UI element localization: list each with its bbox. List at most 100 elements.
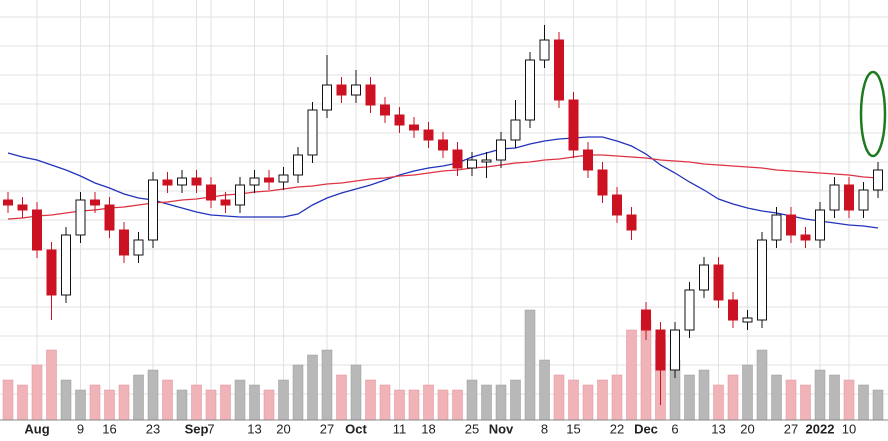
candle-layer: [3, 25, 883, 405]
candle-body: [554, 39, 564, 101]
candle-body: [322, 84, 332, 111]
x-tick-label: 13: [711, 421, 725, 436]
volume-bar: [75, 389, 86, 421]
volume-bar: [466, 379, 478, 421]
volume-bar: [437, 389, 449, 421]
volume-bar: [510, 379, 521, 421]
volume-bar: [336, 374, 347, 421]
candle-body: [90, 199, 100, 206]
candle-body: [728, 299, 738, 321]
candle-body: [684, 289, 695, 331]
candle-body: [423, 129, 434, 141]
candle-body: [670, 329, 680, 371]
volume-bar: [800, 384, 811, 421]
candle-body: [365, 84, 376, 106]
candle-body: [510, 119, 521, 141]
candle-body: [438, 139, 448, 151]
x-tick-label: Aug: [24, 421, 49, 436]
candle-body: [133, 239, 144, 256]
volume-bar: [582, 384, 594, 421]
x-tick-label: 18: [421, 421, 435, 436]
candle-body: [655, 329, 666, 371]
volume-bar: [495, 384, 507, 421]
volume-bar: [872, 389, 884, 421]
candle-body: [3, 199, 13, 206]
volume-bar: [2, 379, 14, 421]
x-tick-label: 27: [320, 421, 334, 436]
volume-bar: [394, 389, 405, 421]
candle-body: [844, 184, 854, 211]
candle-body: [626, 214, 637, 231]
x-tick-label: 25: [465, 421, 479, 436]
x-tick-label: 2022: [806, 421, 835, 436]
x-tick-label: Oct: [345, 421, 367, 436]
candle-body: [380, 104, 390, 116]
candle-body: [771, 214, 782, 241]
candle-body: [104, 204, 115, 231]
volume-bar: [742, 364, 753, 421]
candle-body: [394, 114, 405, 126]
x-tick-label: 8: [541, 421, 548, 436]
candle-body: [249, 177, 260, 186]
candle-body: [597, 169, 608, 196]
x-tick-label: 9: [77, 421, 84, 436]
volume-bar: [191, 384, 202, 421]
x-tick-label: 20: [740, 421, 754, 436]
x-tick-label: Sep: [185, 421, 209, 436]
volume-bar: [481, 384, 492, 421]
volume-bar: [539, 359, 550, 421]
candle-body: [162, 179, 173, 186]
volume-bar: [234, 379, 246, 421]
volume-bar: [713, 384, 724, 421]
x-tick-label: 6: [671, 421, 678, 436]
candle-body: [786, 214, 796, 236]
candle-body: [873, 169, 883, 191]
candle-body: [452, 149, 463, 169]
volume-bar: [698, 369, 710, 421]
x-tick-label: 23: [146, 421, 160, 436]
x-tick-label: 7: [207, 421, 214, 436]
volume-bar: [423, 384, 434, 421]
volume-bar: [176, 389, 188, 421]
volume-bar: [524, 309, 536, 421]
candle-body: [858, 189, 869, 211]
candle-body: [336, 84, 347, 96]
x-tick-label: 10: [842, 421, 856, 436]
volume-bar: [307, 354, 318, 421]
volume-bar: [553, 374, 565, 421]
volume-bar: [611, 374, 623, 421]
candle-body: [800, 234, 811, 241]
volume-bar: [568, 379, 579, 421]
candle-body: [278, 174, 289, 183]
volume-bar: [408, 389, 420, 421]
candle-body: [148, 179, 158, 241]
candle-body: [46, 249, 57, 296]
candle-body: [815, 209, 825, 241]
volume-bar: [278, 379, 289, 421]
volume-bar: [220, 384, 231, 421]
volume-bar: [597, 379, 608, 421]
candle-body: [742, 317, 753, 323]
x-tick-label: 27: [784, 421, 798, 436]
x-tick-label: 11: [393, 421, 407, 436]
candle-body: [713, 264, 724, 301]
volume-bar: [292, 364, 304, 421]
candle-body: [467, 159, 477, 169]
volume-bar: [452, 389, 463, 421]
volume-bar: [118, 384, 130, 421]
volume-bar: [205, 389, 217, 421]
volume-bar: [46, 349, 57, 421]
candle-body: [307, 109, 318, 156]
highlight-ellipse: [859, 70, 887, 158]
candle-body: [220, 199, 231, 206]
candle-body: [699, 264, 709, 291]
candle-body: [75, 199, 86, 236]
candle-body: [206, 184, 216, 201]
candle-body: [568, 99, 579, 151]
x-tick-label: 15: [566, 421, 580, 436]
x-tick-label: Dec: [634, 421, 658, 436]
candle-body: [757, 239, 767, 321]
candle-body: [539, 39, 550, 61]
x-tick-label: 20: [276, 421, 290, 436]
